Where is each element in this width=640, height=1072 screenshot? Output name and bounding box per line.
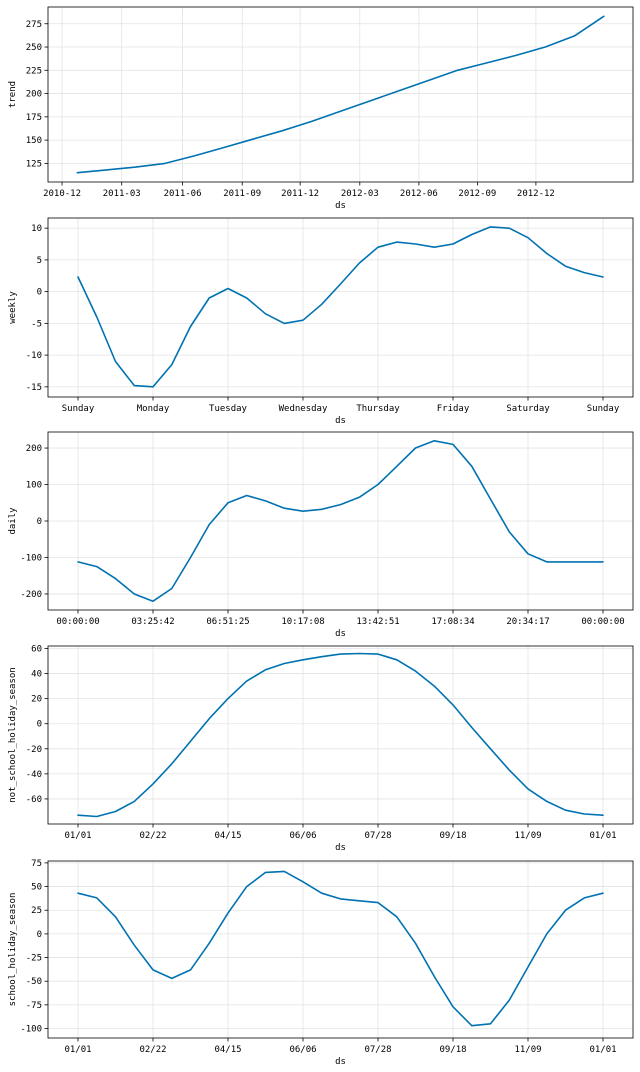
y-tick-label: 125 (26, 159, 42, 169)
y-tick-label: -40 (26, 770, 42, 780)
x-tick-label: 02/22 (139, 831, 166, 841)
x-tick-label: 07/28 (364, 831, 391, 841)
series-line-not-school-holiday-season (77, 652, 604, 818)
y-tick-label: 175 (26, 113, 42, 123)
y-tick-label: 225 (26, 66, 42, 76)
y-tick-label: 275 (26, 20, 42, 30)
y-tick-label: 50 (31, 883, 42, 893)
x-tick-label: 2011-09 (223, 189, 261, 199)
series-line-daily (77, 439, 604, 603)
x-tick-label: 2012-03 (341, 189, 379, 199)
x-tick-label: Tuesday (209, 404, 248, 414)
x-tick-label: Thursday (356, 404, 400, 414)
x-axis-label: ds (335, 201, 346, 211)
y-tick-label: -20 (26, 745, 42, 755)
x-tick-label: 01/01 (64, 1045, 91, 1055)
y-tick-label: -200 (20, 590, 42, 600)
x-tick-label: Sunday (62, 404, 95, 414)
y-tick-label: -100 (20, 1025, 42, 1035)
x-axis-label: ds (335, 416, 346, 426)
plot-frame (47, 645, 634, 825)
y-tick-label: 200 (26, 90, 42, 100)
y-axis-label: weekly (8, 291, 18, 324)
x-tick-label: 01/01 (64, 831, 91, 841)
x-axis-label: ds (335, 1057, 346, 1067)
x-tick-label: 09/18 (439, 831, 466, 841)
x-tick-label: 20:34:17 (506, 617, 549, 627)
y-tick-label: 0 (37, 517, 42, 527)
y-tick-label: 0 (37, 288, 42, 298)
chart-panel-weekly: Sunday Monday Tuesday Wednesday Thursday Frid… (8, 217, 634, 426)
y-tick-label: 150 (26, 136, 42, 146)
y-tick-label: -15 (26, 383, 42, 393)
x-tick-label: 17:08:34 (431, 617, 474, 627)
x-tick-label: 04/15 (214, 831, 241, 841)
x-tick-label: 06/06 (289, 1045, 316, 1055)
x-tick-label: 2012-06 (400, 189, 438, 199)
x-tick-label: Sunday (587, 404, 620, 414)
y-tick-label: -50 (26, 977, 42, 987)
x-tick-label: 07/28 (364, 1045, 391, 1055)
chart-panel-school-holiday-season: 01/01 02/22 04/15 06/06 07/28 09/18 11/09 01/01… (8, 859, 634, 1067)
x-tick-label: 00:00:00 (56, 617, 99, 627)
x-tick-label: 06:51:25 (206, 617, 249, 627)
x-tick-label: 02/22 (139, 1045, 166, 1055)
y-tick-label: 40 (31, 670, 42, 680)
y-axis-label: not_school_holiday_season (8, 667, 18, 802)
x-tick-label: Friday (437, 404, 470, 414)
x-tick-label: 04/15 (214, 1045, 241, 1055)
y-tick-label: 5 (37, 256, 42, 266)
y-tick-label: -10 (26, 351, 42, 361)
y-axis-label: trend (8, 81, 18, 108)
y-tick-label: 250 (26, 43, 42, 53)
x-tick-label: 13:42:51 (356, 617, 399, 627)
y-tick-label: -5 (31, 319, 42, 329)
y-tick-label: 60 (31, 645, 42, 655)
x-tick-label: 2011-03 (103, 189, 141, 199)
x-tick-label: 01/01 (589, 831, 616, 841)
y-tick-label: 200 (26, 444, 42, 454)
x-tick-label: Saturday (506, 404, 550, 414)
x-tick-label: 03:25:42 (131, 617, 174, 627)
x-tick-label: Monday (137, 404, 170, 414)
x-tick-label: 01/01 (589, 1045, 616, 1055)
x-tick-label: 10:17:08 (281, 617, 324, 627)
x-axis-label: ds (335, 629, 346, 639)
y-tick-label: 25 (31, 906, 42, 916)
x-tick-label: 09/18 (439, 1045, 466, 1055)
series-line-weekly (77, 226, 604, 388)
plot-frame (47, 217, 634, 398)
y-axis-label: school_holiday_season (8, 893, 18, 1007)
chart-panel-not-school-holiday-season: 01/01 02/22 04/15 06/06 07/28 09/18 11/09 01/01… (8, 645, 634, 853)
y-tick-label: 0 (37, 930, 42, 940)
plot-frame (47, 860, 634, 1039)
x-tick-label: Wednesday (279, 404, 328, 414)
x-tick-label: 2011-12 (281, 189, 319, 199)
plot-frame (47, 6, 634, 183)
series-line-trend (76, 15, 605, 174)
y-tick-label: -25 (26, 954, 42, 964)
y-tick-label: -100 (20, 553, 42, 563)
y-tick-label: 10 (31, 224, 42, 234)
x-tick-label: 06/06 (289, 831, 316, 841)
y-axis-label: daily (8, 507, 18, 535)
x-axis-label: ds (335, 843, 346, 853)
y-tick-label: -75 (26, 1001, 42, 1011)
series-line-school-holiday-season (77, 870, 604, 1027)
y-tick-label: 75 (31, 859, 42, 869)
y-tick-label: 0 (37, 720, 42, 730)
x-tick-label: 00:00:00 (581, 617, 624, 627)
y-tick-label: 20 (31, 695, 42, 705)
x-tick-label: 2012-12 (517, 189, 555, 199)
x-tick-label: 11/09 (514, 1045, 541, 1055)
chart-panel-trend: 2010-12 2011-03 2011-06 2011-09 2011-12 2012-… (8, 6, 634, 211)
x-tick-label: 2011-06 (164, 189, 202, 199)
y-tick-label: -60 (26, 795, 42, 805)
x-tick-label: 2010-12 (43, 189, 81, 199)
y-tick-label: 100 (26, 481, 42, 491)
chart-panel-daily: 00:00:00 03:25:42 06:51:25 10:17:08 13:42:51… (8, 431, 634, 639)
x-tick-label: 2012-09 (458, 189, 496, 199)
x-tick-label: 11/09 (514, 831, 541, 841)
